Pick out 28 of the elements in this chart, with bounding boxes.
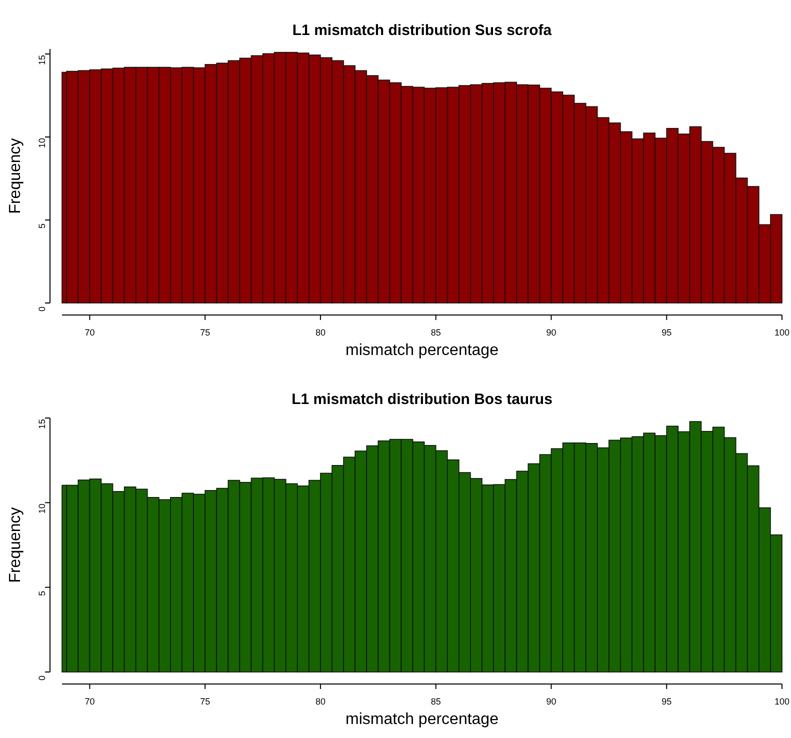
y-tick-label: 10 bbox=[36, 138, 47, 148]
y-tick-label: 0 bbox=[36, 675, 47, 681]
x-tick-label: 100 bbox=[774, 328, 790, 338]
x-tick-label: 95 bbox=[662, 696, 672, 707]
x-tick-label: 85 bbox=[430, 328, 441, 338]
x-tick-label: 90 bbox=[546, 696, 556, 707]
x-tick-label: 80 bbox=[315, 696, 326, 707]
x-tick-label: 100 bbox=[774, 696, 790, 707]
y-tick-label: 5 bbox=[36, 590, 47, 596]
x-tick-label: 80 bbox=[315, 328, 326, 338]
x-tick-label: 75 bbox=[200, 328, 210, 338]
x-axis-title: mismatch percentage bbox=[346, 342, 499, 359]
y-tick-label: 15 bbox=[36, 418, 47, 430]
chart-title: L1 mismatch distribution Sus scrofa bbox=[292, 22, 552, 39]
x-tick-label: 75 bbox=[200, 696, 210, 707]
y-axis-title: Frequency bbox=[7, 138, 24, 214]
x-axis-title: mismatch percentage bbox=[346, 711, 499, 728]
x-tick-label: 70 bbox=[84, 696, 95, 707]
chart-title: L1 mismatch distribution Bos taurus bbox=[292, 391, 552, 408]
y-axis-title: Frequency bbox=[7, 507, 24, 583]
y-tick-label: 0 bbox=[36, 306, 47, 312]
x-tick-label: 85 bbox=[430, 696, 441, 707]
y-tick-label: 5 bbox=[36, 223, 47, 228]
y-tick-label: 10 bbox=[36, 504, 47, 514]
x-tick-label: 70 bbox=[84, 328, 95, 338]
x-tick-label: 95 bbox=[662, 328, 672, 338]
y-tick-label: 15 bbox=[36, 54, 47, 65]
x-tick-label: 90 bbox=[546, 328, 556, 338]
